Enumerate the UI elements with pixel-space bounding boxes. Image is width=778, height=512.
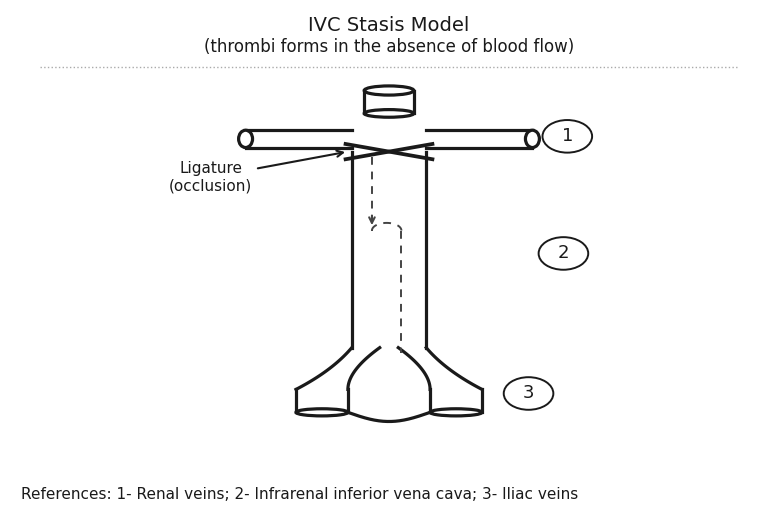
Text: 2: 2 bbox=[558, 244, 569, 263]
Text: References: 1- Renal veins; 2- Infrarenal inferior vena cava; 3- Iliac veins: References: 1- Renal veins; 2- Infrarena… bbox=[21, 487, 578, 502]
Text: Ligature
(occlusion): Ligature (occlusion) bbox=[169, 151, 343, 193]
Text: (thrombi forms in the absence of blood flow): (thrombi forms in the absence of blood f… bbox=[204, 38, 574, 56]
Ellipse shape bbox=[296, 409, 348, 416]
Ellipse shape bbox=[430, 409, 482, 416]
Ellipse shape bbox=[525, 130, 539, 147]
Text: 3: 3 bbox=[523, 385, 534, 402]
Text: 1: 1 bbox=[562, 127, 573, 145]
Ellipse shape bbox=[364, 86, 414, 95]
Circle shape bbox=[538, 237, 588, 270]
Ellipse shape bbox=[364, 110, 414, 117]
Circle shape bbox=[503, 377, 553, 410]
Circle shape bbox=[542, 120, 592, 153]
Ellipse shape bbox=[239, 130, 253, 147]
Text: IVC Stasis Model: IVC Stasis Model bbox=[308, 16, 470, 35]
